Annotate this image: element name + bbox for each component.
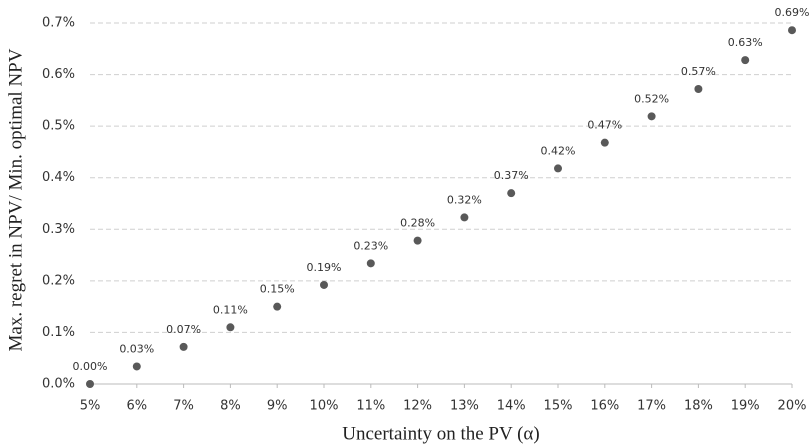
point	[554, 164, 562, 173]
x-tick-label: 20%	[778, 399, 807, 414]
x-tick-label: 8%	[220, 399, 241, 414]
y-tick-label: 0.1%	[42, 325, 75, 340]
x-tick-label: 16%	[590, 399, 619, 414]
value-label: 0.23%	[353, 239, 388, 252]
x-tick-label: 5%	[80, 399, 101, 414]
value-label: 0.69%	[775, 6, 810, 19]
point	[694, 85, 703, 94]
x-tick-label: 19%	[731, 399, 760, 414]
y-tick-label: 0.6%	[42, 67, 75, 82]
y-axis-title: Max. regret in NPV/ Min. optimal NPV	[5, 48, 26, 351]
x-tick-label: 15%	[544, 399, 573, 414]
y-tick-label: 0.7%	[42, 16, 75, 31]
value-label: 0.28%	[400, 217, 435, 230]
value-label: 0.07%	[166, 323, 201, 336]
x-tick-label: 9%	[267, 399, 288, 414]
y-tick-label: 0.0%	[42, 377, 75, 392]
x-tick-label: 10%	[310, 399, 339, 414]
x-tick-label: 13%	[450, 399, 479, 414]
point	[741, 56, 750, 65]
y-tick-label: 0.5%	[42, 119, 75, 134]
x-tick-label: 14%	[497, 399, 526, 414]
x-tick-label: 17%	[637, 399, 666, 414]
x-tick-label: 12%	[403, 399, 432, 414]
value-label: 0.00%	[73, 360, 108, 373]
x-tick-label: 6%	[126, 399, 147, 414]
value-label: 0.63%	[728, 36, 763, 49]
point	[647, 112, 656, 121]
value-label: 0.47%	[587, 119, 622, 132]
x-axis-title: Uncertainty on the PV (α)	[342, 423, 539, 444]
value-label: 0.19%	[307, 261, 342, 274]
value-label: 0.52%	[634, 92, 669, 105]
point	[320, 280, 328, 289]
x-tick-label: 18%	[684, 399, 713, 414]
point	[460, 213, 469, 222]
x-tick-label: 11%	[356, 399, 385, 414]
point	[179, 342, 188, 351]
point	[507, 189, 516, 198]
value-label: 0.32%	[447, 193, 482, 206]
x-tick-label: 7%	[173, 399, 194, 414]
point	[86, 380, 94, 388]
y-tick-label: 0.2%	[42, 273, 75, 288]
value-label: 0.11%	[213, 303, 248, 316]
point	[273, 302, 282, 311]
point	[600, 138, 609, 147]
point	[413, 236, 422, 245]
y-tick-label: 0.3%	[42, 222, 75, 237]
value-label: 0.42%	[541, 144, 576, 157]
value-label: 0.15%	[260, 283, 295, 296]
point	[226, 323, 235, 332]
value-label: 0.57%	[681, 65, 716, 78]
point	[132, 362, 141, 371]
point	[366, 259, 375, 268]
value-label: 0.03%	[119, 342, 154, 355]
value-label: 0.37%	[494, 169, 529, 182]
point	[788, 26, 796, 35]
y-tick-label: 0.4%	[42, 170, 75, 185]
